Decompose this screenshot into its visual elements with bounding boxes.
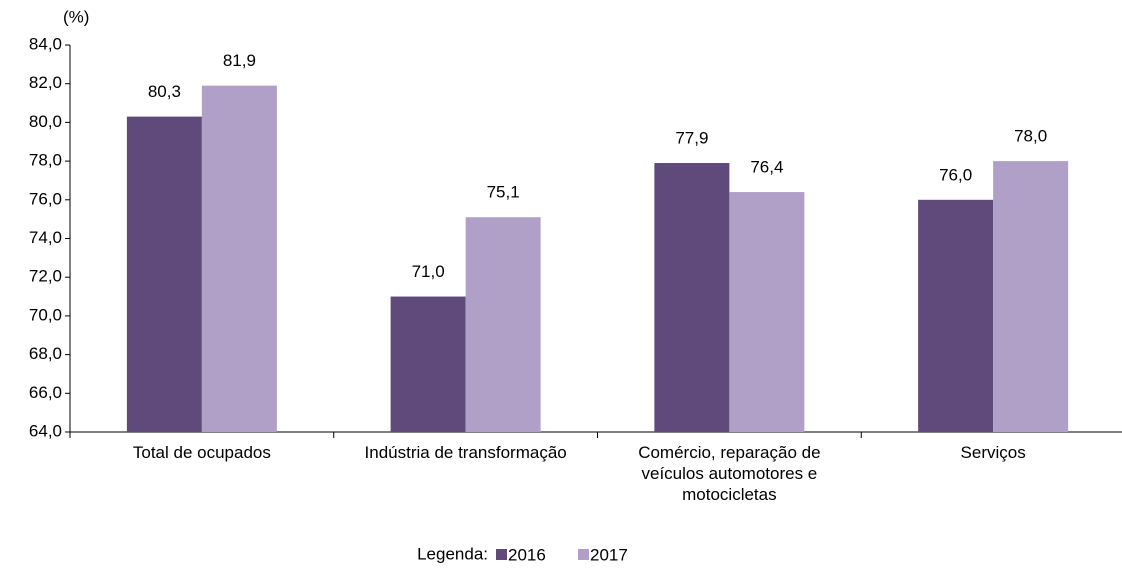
bar — [729, 192, 805, 432]
y-tick-label: 66,0 — [29, 383, 62, 402]
y-tick-label: 74,0 — [29, 228, 62, 247]
x-tick-label: Comércio, reparação de veículos automoto… — [638, 443, 821, 504]
y-tick-label: 76,0 — [29, 189, 62, 208]
y-tick-label: 72,0 — [29, 267, 62, 286]
x-tick-label-box: Comércio, reparação de veículos automoto… — [638, 443, 821, 504]
data-label: 76,0 — [939, 165, 972, 184]
data-label: 78,0 — [1014, 127, 1047, 146]
bar — [918, 199, 994, 432]
y-tick-label: 70,0 — [29, 305, 62, 324]
bar — [390, 296, 466, 432]
x-tick-label-box: Total de ocupados — [132, 443, 271, 462]
data-label: 75,1 — [487, 183, 520, 202]
y-tick-label: 84,0 — [29, 34, 62, 53]
x-tick-label-box: Indústria de transformação — [364, 443, 567, 462]
bar — [993, 161, 1069, 432]
legend-label: 2017 — [590, 545, 628, 564]
data-label: 71,0 — [412, 262, 445, 281]
bar — [201, 85, 277, 432]
x-tick-label: Indústria de transformação — [364, 443, 567, 462]
legend-title: Legenda: — [417, 544, 488, 563]
y-axis-label: (%) — [63, 7, 89, 26]
data-label: 81,9 — [223, 51, 256, 70]
y-tick-label: 80,0 — [29, 112, 62, 131]
bar — [654, 163, 730, 432]
y-tick-label: 82,0 — [29, 73, 62, 92]
bar — [465, 217, 541, 432]
data-label: 80,3 — [148, 82, 181, 101]
legend-swatch — [578, 549, 589, 560]
y-tick-label: 64,0 — [29, 421, 62, 440]
data-label: 76,4 — [750, 158, 783, 177]
y-tick-label: 78,0 — [29, 151, 62, 170]
x-tick-label: Total de ocupados — [132, 443, 271, 462]
x-tick-label: Serviços — [960, 443, 1026, 462]
x-tick-label-box: Serviços — [960, 443, 1026, 462]
bar — [126, 116, 202, 432]
legend-swatch — [496, 549, 507, 560]
legend-label: 2016 — [508, 545, 546, 564]
y-tick-label: 68,0 — [29, 344, 62, 363]
data-label: 77,9 — [675, 129, 708, 148]
